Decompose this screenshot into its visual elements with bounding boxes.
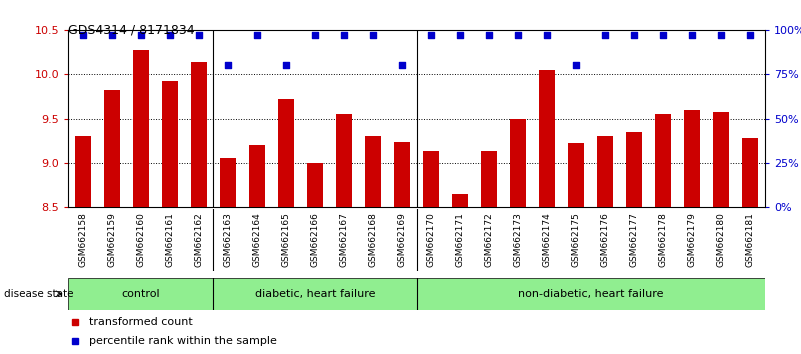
Text: GSM662175: GSM662175	[572, 212, 581, 267]
Text: GSM662162: GSM662162	[195, 212, 203, 267]
Bar	[365, 136, 381, 207]
Text: GSM662168: GSM662168	[368, 212, 377, 267]
Bar	[336, 114, 352, 207]
Bar	[307, 163, 323, 207]
Text: GSM662170: GSM662170	[427, 212, 436, 267]
Bar	[481, 151, 497, 207]
Point	[453, 33, 466, 38]
Bar	[74, 136, 91, 207]
Text: GSM662159: GSM662159	[107, 212, 116, 267]
Bar	[568, 143, 584, 207]
Point	[744, 33, 757, 38]
Bar	[684, 110, 700, 207]
Bar	[539, 70, 555, 207]
Bar	[133, 51, 149, 207]
Text: GSM662160: GSM662160	[136, 212, 145, 267]
Text: GSM662158: GSM662158	[78, 212, 87, 267]
Text: GSM662171: GSM662171	[456, 212, 465, 267]
Text: GDS4314 / 8171834: GDS4314 / 8171834	[68, 23, 195, 36]
Point	[308, 33, 321, 38]
Point	[337, 33, 350, 38]
Point	[367, 33, 380, 38]
Bar	[394, 142, 410, 207]
Point	[192, 33, 205, 38]
Point	[425, 33, 437, 38]
Bar	[162, 81, 178, 207]
Bar	[423, 151, 439, 207]
Text: disease state: disease state	[4, 289, 74, 299]
Point	[686, 33, 698, 38]
Text: GSM662181: GSM662181	[746, 212, 755, 267]
Bar	[714, 112, 730, 207]
Bar	[219, 158, 235, 207]
Point	[715, 33, 728, 38]
Bar	[191, 62, 207, 207]
Text: GSM662179: GSM662179	[688, 212, 697, 267]
Text: GSM662177: GSM662177	[630, 212, 638, 267]
Text: GSM662180: GSM662180	[717, 212, 726, 267]
Text: GSM662166: GSM662166	[311, 212, 320, 267]
Point	[483, 33, 496, 38]
Text: diabetic, heart failure: diabetic, heart failure	[255, 289, 375, 299]
Text: GSM662161: GSM662161	[165, 212, 174, 267]
Point	[396, 63, 409, 68]
Point	[657, 33, 670, 38]
Point	[599, 33, 612, 38]
Bar	[278, 99, 294, 207]
Bar	[655, 114, 671, 207]
Bar	[626, 132, 642, 207]
Bar	[510, 119, 526, 207]
Bar	[103, 90, 119, 207]
Text: GSM662163: GSM662163	[223, 212, 232, 267]
Point	[512, 33, 525, 38]
Bar	[743, 138, 759, 207]
Bar	[249, 145, 265, 207]
Point	[280, 63, 292, 68]
Point	[135, 33, 147, 38]
Bar	[598, 136, 614, 207]
Point	[76, 33, 89, 38]
Point	[105, 33, 118, 38]
Text: GSM662167: GSM662167	[340, 212, 348, 267]
Text: GSM662169: GSM662169	[397, 212, 406, 267]
Text: GSM662164: GSM662164	[252, 212, 261, 267]
Text: GSM662165: GSM662165	[281, 212, 290, 267]
Point	[221, 63, 234, 68]
Bar	[452, 194, 468, 207]
Bar	[68, 278, 213, 310]
Bar	[417, 278, 765, 310]
Text: transformed count: transformed count	[89, 317, 193, 327]
Text: GSM662172: GSM662172	[485, 212, 493, 267]
Point	[251, 33, 264, 38]
Text: control: control	[122, 289, 160, 299]
Text: GSM662173: GSM662173	[513, 212, 522, 267]
Point	[163, 33, 176, 38]
Point	[628, 33, 641, 38]
Text: GSM662178: GSM662178	[659, 212, 668, 267]
Text: percentile rank within the sample: percentile rank within the sample	[89, 336, 277, 346]
Text: GSM662174: GSM662174	[543, 212, 552, 267]
Point	[541, 33, 553, 38]
Bar	[213, 278, 417, 310]
Text: GSM662176: GSM662176	[601, 212, 610, 267]
Point	[570, 63, 582, 68]
Text: non-diabetic, heart failure: non-diabetic, heart failure	[518, 289, 663, 299]
